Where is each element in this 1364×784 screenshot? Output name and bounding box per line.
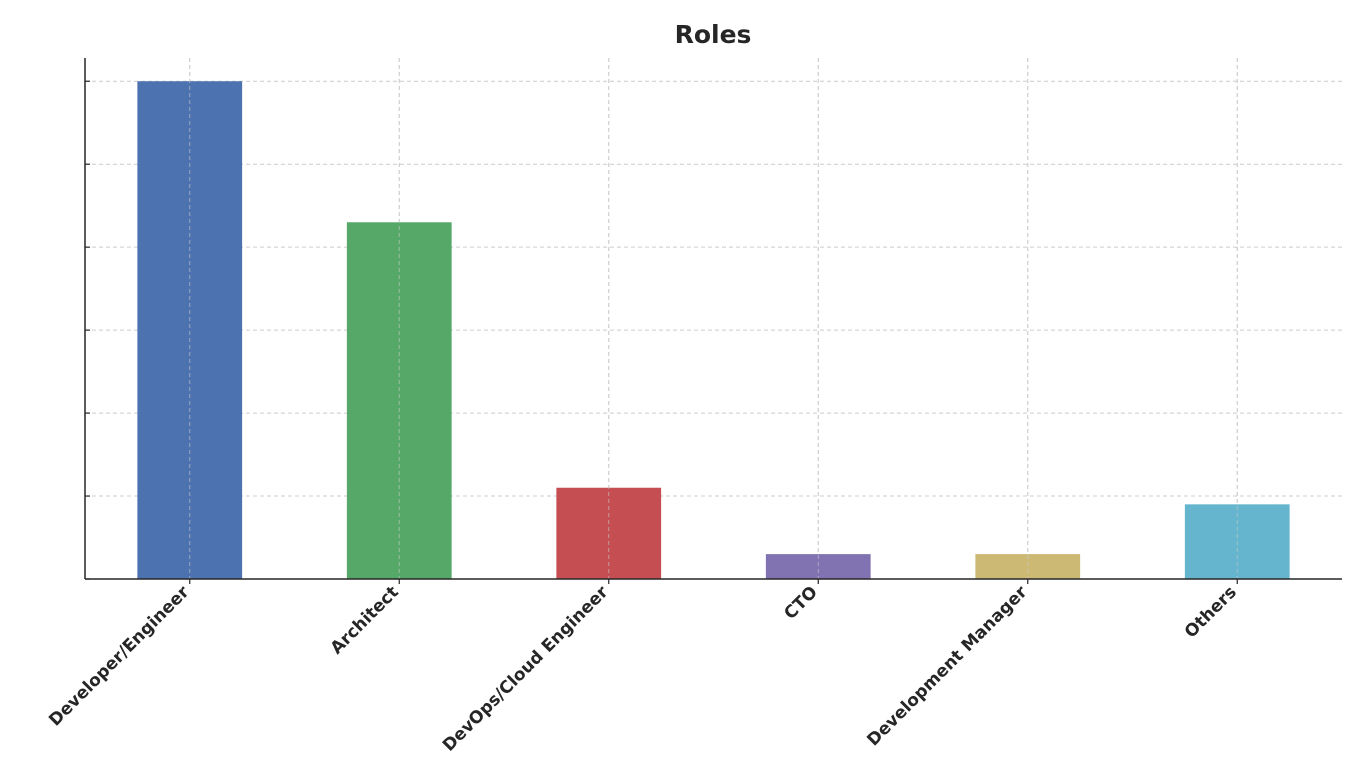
x-tick-label: Developer/Engineer xyxy=(45,582,193,730)
chart-title: Roles xyxy=(675,20,752,49)
x-tick-label: Architect xyxy=(327,582,403,658)
x-tick-label: DevOps/Cloud Engineer xyxy=(439,582,613,756)
x-tick-label: Others xyxy=(1181,582,1241,642)
x-tick-label: CTO xyxy=(780,582,821,623)
x-tick-label: Development Manager xyxy=(863,582,1031,750)
bar xyxy=(346,222,452,579)
bar xyxy=(137,81,243,579)
